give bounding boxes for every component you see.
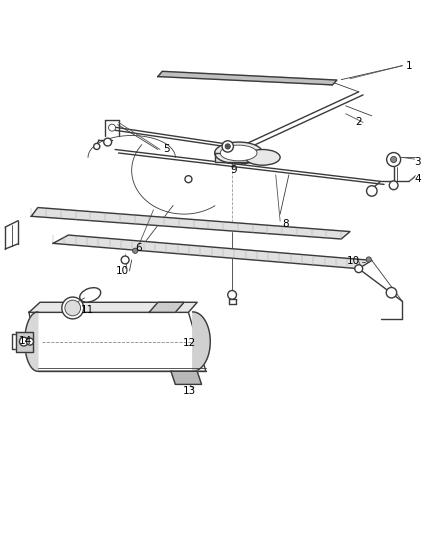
Polygon shape	[193, 312, 210, 372]
Text: 5: 5	[163, 144, 170, 155]
Circle shape	[109, 124, 116, 131]
Text: 14: 14	[19, 336, 32, 346]
Polygon shape	[158, 71, 337, 85]
Circle shape	[225, 144, 230, 149]
Text: 8: 8	[282, 219, 289, 229]
Polygon shape	[149, 302, 184, 312]
Polygon shape	[16, 332, 33, 352]
Polygon shape	[31, 207, 350, 239]
Text: 11: 11	[81, 305, 94, 315]
Text: 6: 6	[135, 243, 142, 253]
Circle shape	[389, 181, 398, 190]
Ellipse shape	[80, 288, 101, 302]
Circle shape	[104, 138, 112, 146]
Text: 10: 10	[347, 256, 360, 266]
Polygon shape	[171, 372, 201, 384]
Polygon shape	[29, 302, 197, 312]
Circle shape	[366, 257, 371, 262]
Ellipse shape	[215, 142, 263, 164]
Circle shape	[26, 338, 33, 345]
Polygon shape	[29, 312, 206, 372]
Circle shape	[222, 141, 233, 152]
Text: 12: 12	[183, 338, 196, 348]
Text: 4: 4	[414, 174, 421, 184]
Ellipse shape	[245, 149, 280, 165]
Polygon shape	[215, 153, 263, 161]
Text: 13: 13	[183, 386, 196, 396]
Circle shape	[19, 337, 28, 346]
Circle shape	[387, 152, 401, 166]
Text: 9: 9	[230, 165, 237, 175]
Circle shape	[121, 256, 129, 264]
Circle shape	[228, 290, 237, 299]
Ellipse shape	[220, 145, 257, 161]
Circle shape	[185, 176, 192, 183]
Circle shape	[391, 157, 397, 163]
Circle shape	[94, 143, 100, 149]
Circle shape	[367, 185, 377, 196]
Text: 2: 2	[355, 117, 362, 127]
Circle shape	[386, 287, 397, 298]
Polygon shape	[25, 312, 38, 372]
Polygon shape	[53, 235, 372, 269]
Circle shape	[355, 265, 363, 272]
Circle shape	[133, 248, 138, 253]
Text: 10: 10	[116, 266, 129, 276]
Polygon shape	[359, 261, 403, 302]
Circle shape	[65, 300, 81, 316]
Text: 3: 3	[414, 157, 421, 167]
Circle shape	[62, 297, 84, 319]
Text: 1: 1	[406, 61, 412, 71]
